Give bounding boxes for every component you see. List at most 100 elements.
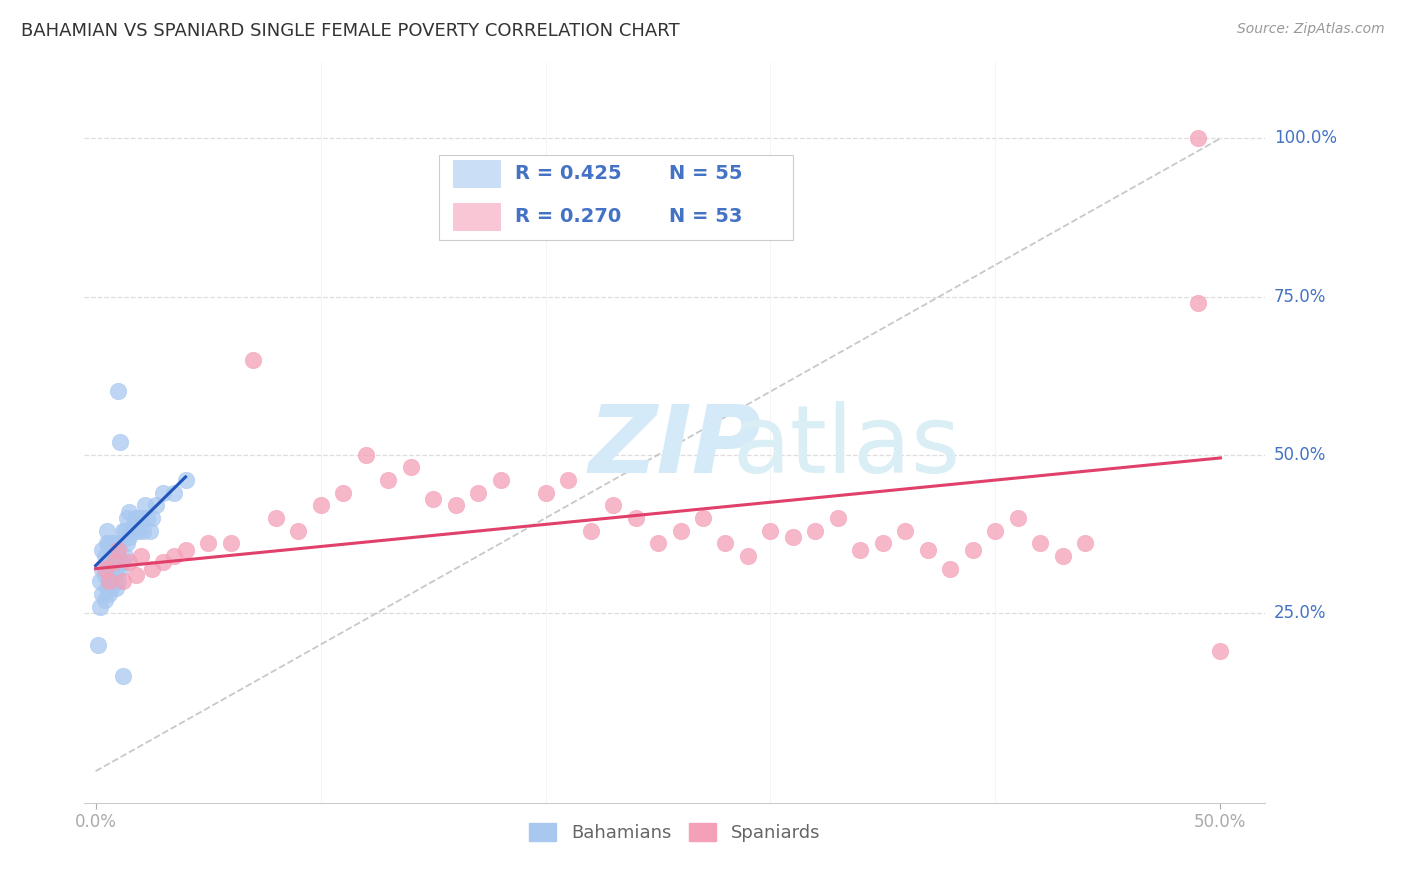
Point xyxy=(827,511,849,525)
Point xyxy=(104,581,127,595)
Point xyxy=(98,555,121,569)
Text: ZIP: ZIP xyxy=(589,401,761,493)
Point xyxy=(115,536,138,550)
Point xyxy=(96,581,118,595)
Point xyxy=(1074,536,1097,550)
Point xyxy=(87,638,110,652)
Point xyxy=(107,542,129,557)
Point xyxy=(136,511,159,525)
Point xyxy=(96,524,118,538)
Point xyxy=(118,530,141,544)
Point xyxy=(98,587,121,601)
Point xyxy=(111,555,134,569)
Point xyxy=(125,511,148,525)
Point xyxy=(141,511,163,525)
Point xyxy=(759,524,782,538)
Point xyxy=(534,485,557,500)
Point xyxy=(104,536,127,550)
Point xyxy=(804,524,827,538)
Point xyxy=(444,499,467,513)
Point xyxy=(111,524,134,538)
Point xyxy=(152,485,174,500)
Point xyxy=(114,549,136,563)
Point xyxy=(647,536,669,550)
Point xyxy=(107,574,129,589)
Point xyxy=(89,599,111,614)
Point xyxy=(1209,644,1232,658)
Point xyxy=(93,593,115,607)
Point xyxy=(332,485,354,500)
Text: R = 0.270: R = 0.270 xyxy=(516,207,621,226)
Point xyxy=(557,473,579,487)
Point xyxy=(118,555,141,569)
Point xyxy=(118,505,141,519)
Point xyxy=(93,568,115,582)
Point xyxy=(91,587,114,601)
Text: N = 55: N = 55 xyxy=(669,164,742,183)
Point xyxy=(602,499,624,513)
Point xyxy=(104,562,127,576)
Point xyxy=(1052,549,1074,563)
Point xyxy=(287,524,309,538)
Point xyxy=(98,536,121,550)
Point xyxy=(692,511,714,525)
Text: R = 0.425: R = 0.425 xyxy=(516,164,621,183)
Point xyxy=(174,542,197,557)
Point xyxy=(110,562,132,576)
Point xyxy=(129,549,152,563)
Point xyxy=(163,485,186,500)
Point xyxy=(984,524,1007,538)
Point xyxy=(110,536,132,550)
Point xyxy=(242,352,264,367)
Point xyxy=(962,542,984,557)
Point xyxy=(100,542,122,557)
FancyBboxPatch shape xyxy=(453,161,501,186)
Point xyxy=(111,574,134,589)
Point xyxy=(354,448,377,462)
Text: 50.0%: 50.0% xyxy=(1274,446,1326,464)
Text: BAHAMIAN VS SPANIARD SINGLE FEMALE POVERTY CORRELATION CHART: BAHAMIAN VS SPANIARD SINGLE FEMALE POVER… xyxy=(21,22,679,40)
Point xyxy=(1029,536,1052,550)
Point xyxy=(467,485,489,500)
Point xyxy=(98,574,121,589)
Point xyxy=(849,542,872,557)
Point xyxy=(100,581,122,595)
FancyBboxPatch shape xyxy=(453,203,501,230)
Point xyxy=(96,555,118,569)
Text: atlas: atlas xyxy=(733,401,960,493)
Point xyxy=(1187,296,1209,310)
Point xyxy=(103,555,125,569)
Point xyxy=(103,536,125,550)
Point xyxy=(125,568,148,582)
Point xyxy=(309,499,332,513)
Point xyxy=(91,562,114,576)
Point xyxy=(129,511,152,525)
Point xyxy=(782,530,804,544)
Point xyxy=(1007,511,1029,525)
Point xyxy=(89,574,111,589)
Point xyxy=(163,549,186,563)
FancyBboxPatch shape xyxy=(439,155,793,240)
Point xyxy=(737,549,759,563)
Point xyxy=(107,542,129,557)
Point xyxy=(110,435,132,450)
Point xyxy=(1187,131,1209,145)
Text: 25.0%: 25.0% xyxy=(1274,604,1326,622)
Point xyxy=(111,669,134,683)
Point xyxy=(98,574,121,589)
Point xyxy=(115,511,138,525)
Point xyxy=(134,499,156,513)
Point xyxy=(579,524,602,538)
Point xyxy=(197,536,219,550)
Point xyxy=(917,542,939,557)
Text: 100.0%: 100.0% xyxy=(1274,129,1337,147)
Point xyxy=(114,524,136,538)
Point xyxy=(624,511,647,525)
Point xyxy=(107,384,129,399)
Point xyxy=(121,524,143,538)
Point xyxy=(264,511,287,525)
Point xyxy=(872,536,894,550)
Point xyxy=(399,460,422,475)
Point xyxy=(93,549,115,563)
Point xyxy=(422,491,444,506)
